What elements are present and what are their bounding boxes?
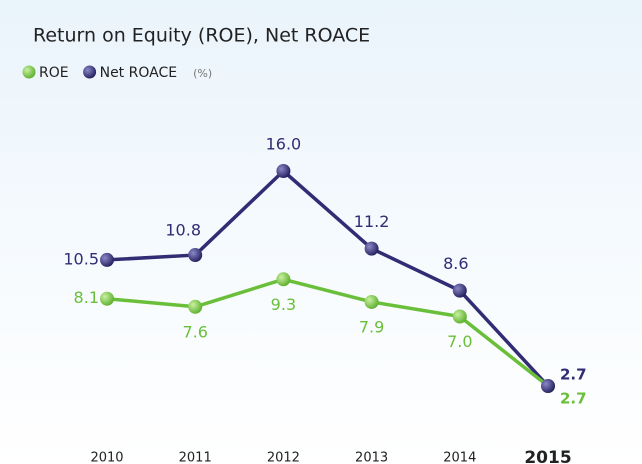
- point: [541, 379, 555, 393]
- x-tick-label: 2010: [90, 451, 123, 464]
- data-label: 11.2: [354, 212, 390, 231]
- point: [364, 241, 379, 256]
- data-label: 10.5: [63, 249, 99, 268]
- legend-label: ROE: [39, 65, 69, 81]
- point: [276, 272, 291, 287]
- data-label: 8.1: [74, 288, 99, 307]
- x-tick-label: 2011: [179, 451, 212, 464]
- point: [100, 291, 114, 306]
- point: [100, 252, 114, 267]
- data-label: 7.9: [359, 317, 384, 336]
- series-line: [106, 169, 550, 388]
- legend-label: Net ROACE: [100, 65, 177, 81]
- data-label: 7.6: [182, 322, 207, 341]
- point: [452, 283, 467, 298]
- x-tick-label: 2014: [443, 451, 476, 464]
- point: [452, 309, 467, 324]
- point: [188, 248, 203, 263]
- point: [364, 294, 379, 309]
- series-line: [106, 277, 550, 388]
- data-label: 7.0: [447, 332, 472, 351]
- x-tick-label: 2015: [524, 448, 571, 464]
- point: [188, 299, 203, 314]
- data-label: 8.6: [443, 254, 468, 273]
- point: [276, 164, 291, 178]
- data-label: 10.8: [165, 221, 201, 240]
- data-label: 2.7: [560, 366, 587, 384]
- legend-unit: (%): [193, 67, 212, 80]
- x-tick-label: 2012: [267, 451, 300, 464]
- x-tick-label: 2013: [355, 451, 388, 464]
- data-label: 16.0: [266, 135, 302, 154]
- data-label: 9.3: [271, 295, 296, 314]
- chart-title: Return on Equity (ROE), Net ROACE: [33, 25, 370, 47]
- data-label: 2.7: [560, 390, 587, 408]
- legend-marker: [22, 65, 36, 79]
- legend-marker: [83, 65, 97, 79]
